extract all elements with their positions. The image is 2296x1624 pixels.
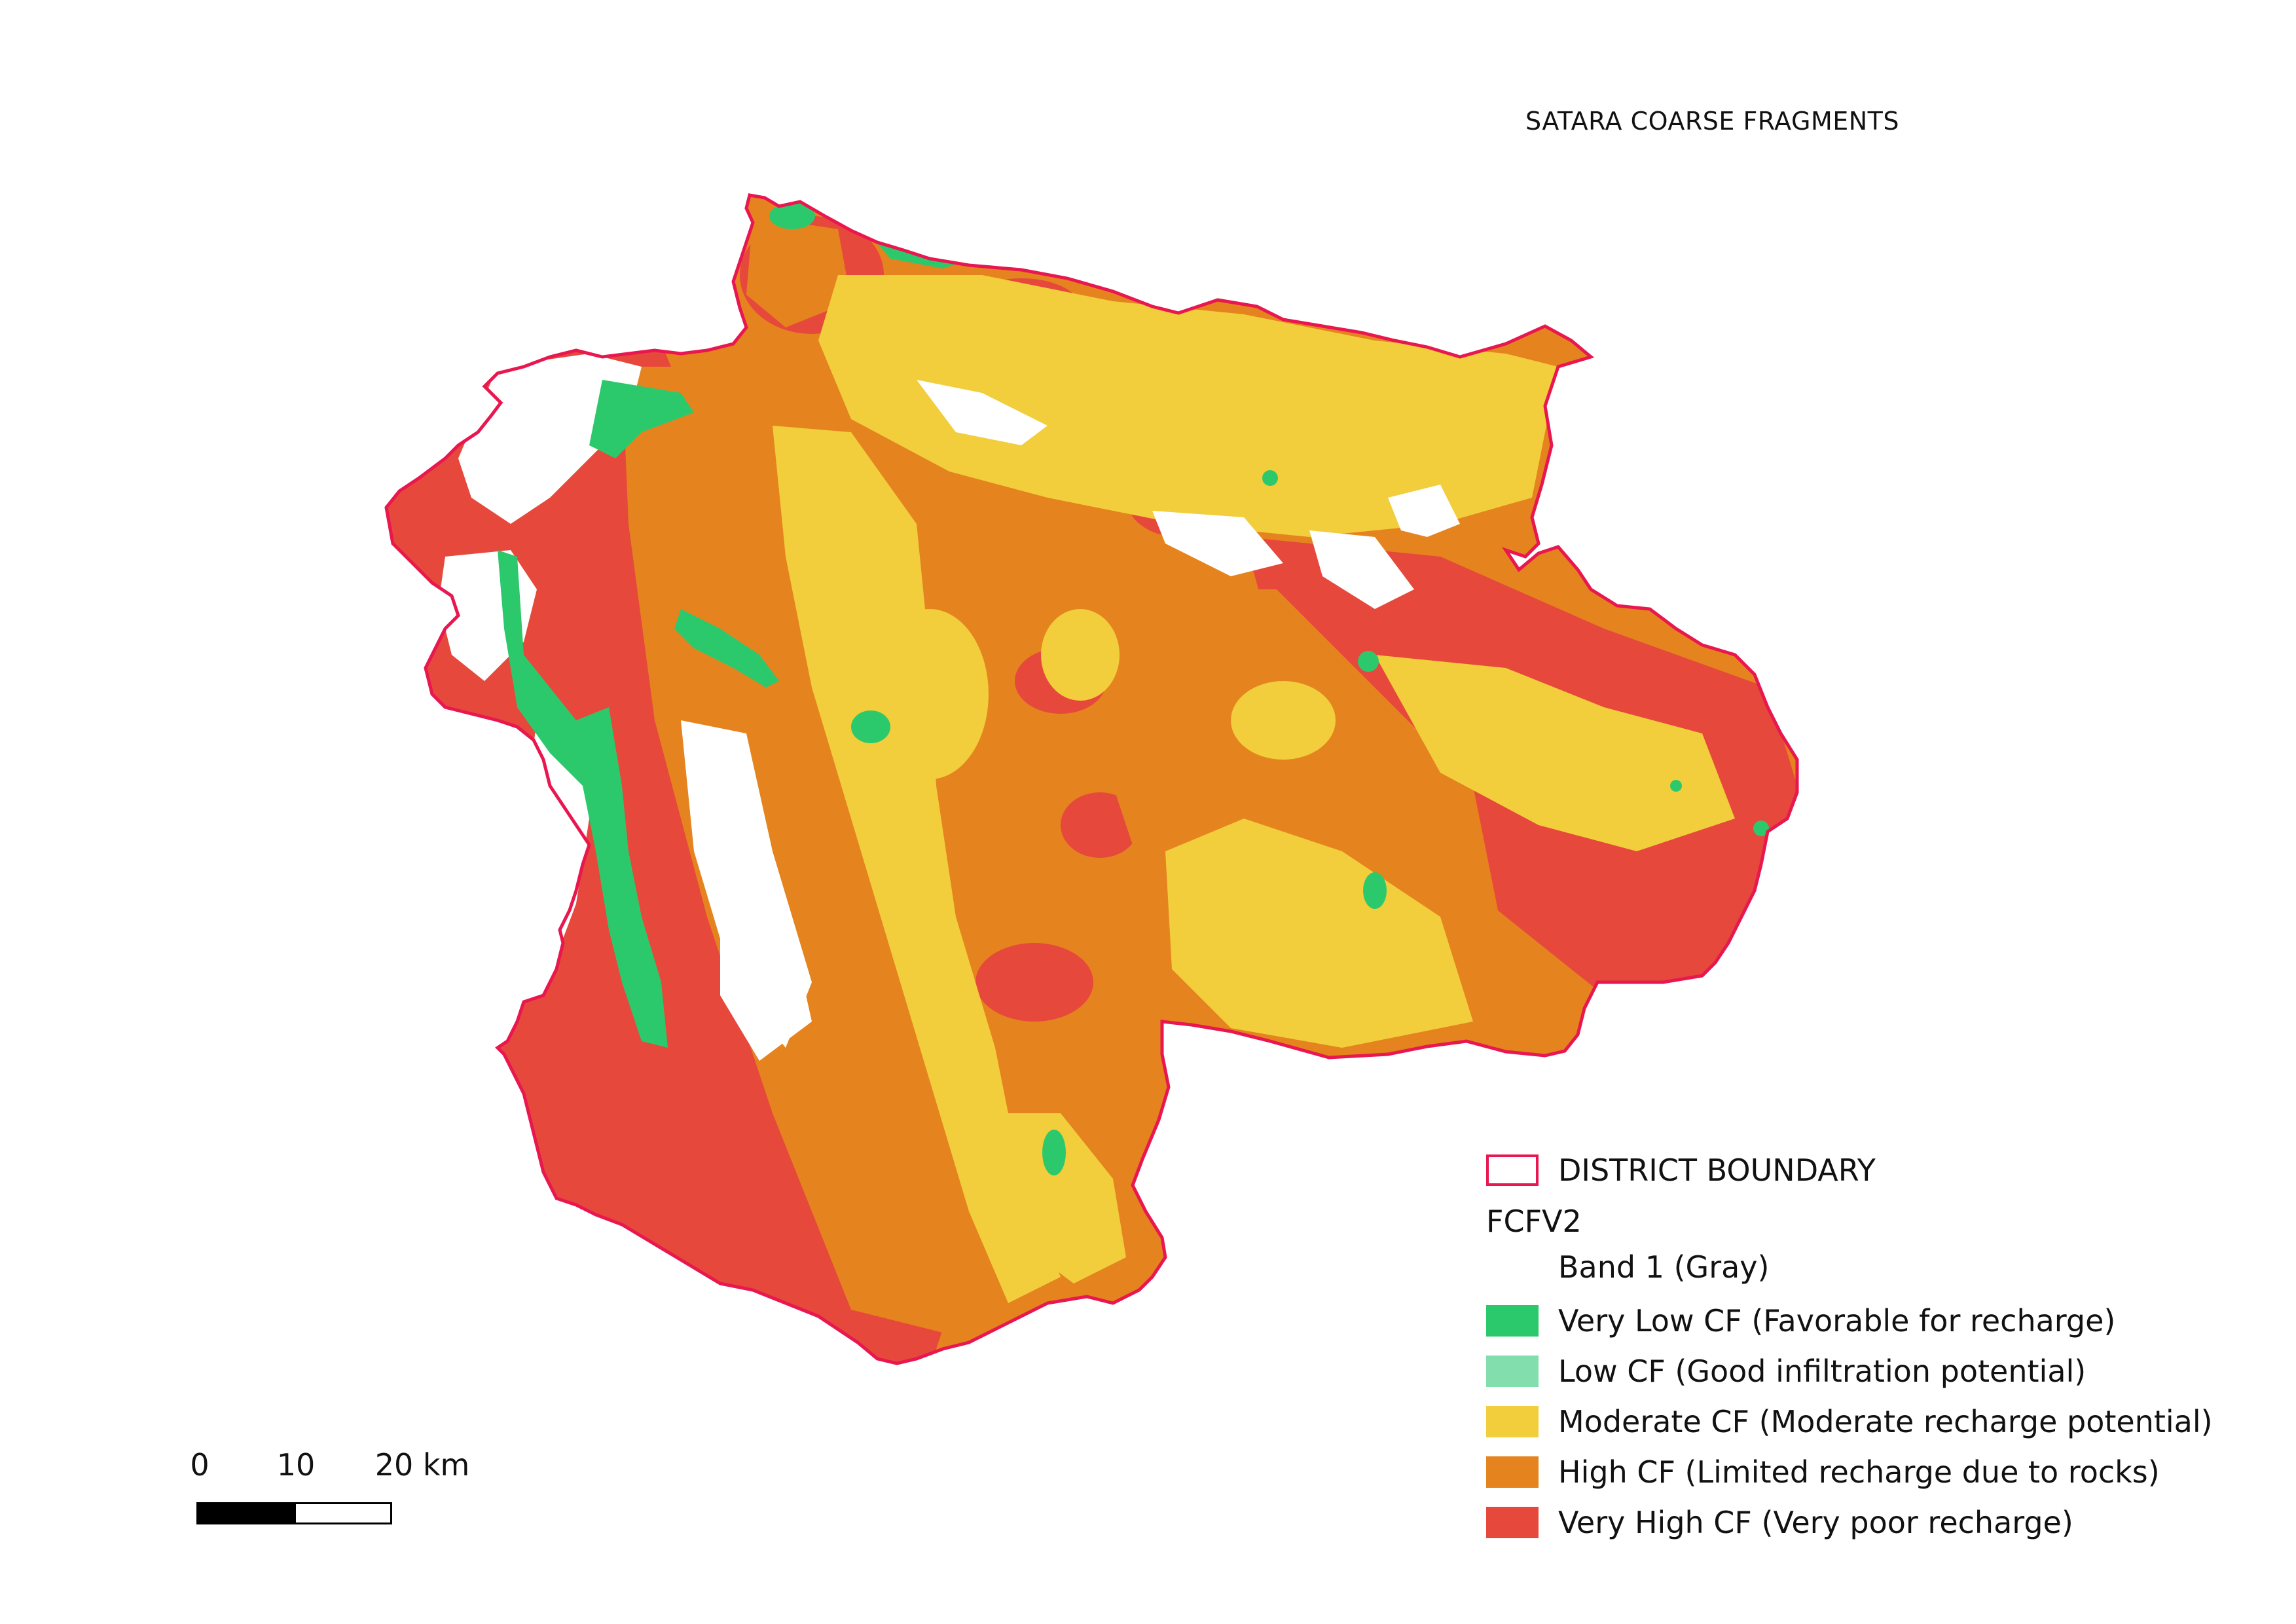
- moderate-zone-central: [773, 426, 1061, 1303]
- very-low-swatch: [1486, 1305, 1539, 1337]
- legend-boundary-label: DISTRICT BOUNDARY: [1558, 1153, 1876, 1188]
- legend-boundary-row: DISTRICT BOUNDARY: [1486, 1153, 1876, 1188]
- scale-segment-black: [196, 1502, 296, 1524]
- low-swatch: [1486, 1356, 1539, 1387]
- moderate-swatch: [1486, 1406, 1539, 1437]
- very-low-patch: [1358, 651, 1379, 672]
- scale-segment-white: [294, 1502, 392, 1524]
- no-data-patch: [720, 904, 812, 1061]
- moderate-zone-east: [1375, 655, 1735, 851]
- scale-label-20: 20 km: [374, 1447, 470, 1483]
- very-low-patch: [1262, 470, 1278, 486]
- very-low-patch: [1753, 821, 1769, 836]
- legend-band-label: Band 1 (Gray): [1558, 1249, 1770, 1285]
- very-high-patch-central: [1061, 792, 1139, 858]
- very-high-swatch: [1486, 1507, 1539, 1538]
- legend-layer-name: FCFV2: [1486, 1204, 1582, 1239]
- no-data-patch: [917, 380, 1048, 445]
- legend-class-label: Moderate CF (Moderate recharge potential…: [1558, 1404, 2213, 1439]
- district-boundary: [384, 193, 1799, 1365]
- high-swatch: [1486, 1456, 1539, 1488]
- legend-class-row: Very Low CF (Favorable for recharge): [1486, 1303, 2115, 1338]
- very-low-patch: [1363, 872, 1387, 909]
- legend-class-label: High CF (Limited recharge due to rocks): [1558, 1454, 2160, 1490]
- scale-label-10: 10: [276, 1447, 316, 1483]
- moderate-zone-southeast: [1165, 819, 1473, 1048]
- very-low-patch: [769, 203, 815, 229]
- no-data-patch: [1309, 530, 1414, 609]
- moderate-patch: [1231, 681, 1336, 760]
- moderate-zone-north: [818, 275, 1558, 537]
- very-low-reservoir: [589, 380, 694, 458]
- map-title: SATARA COARSE FRAGMENTS: [1525, 107, 1899, 136]
- no-data-patch: [1388, 485, 1460, 537]
- legend-class-row: Moderate CF (Moderate recharge potential…: [1486, 1404, 2213, 1439]
- legend-class-row: Very High CF (Very poor recharge): [1486, 1505, 2073, 1540]
- very-low-patch: [851, 710, 890, 743]
- boundary-swatch: [1486, 1154, 1539, 1186]
- coarse-fragment-zones: [386, 203, 1797, 1363]
- legend-class-row: High CF (Limited recharge due to rocks): [1486, 1454, 2160, 1490]
- very-low-stream: [674, 609, 779, 688]
- no-data-patch: [458, 354, 642, 524]
- very-high-patch-south: [975, 943, 1093, 1022]
- legend-class-label: Very High CF (Very poor recharge): [1558, 1505, 2073, 1540]
- moderate-patch: [871, 609, 989, 779]
- moderate-patch: [1041, 609, 1120, 701]
- high-zone-north: [746, 216, 851, 327]
- legend-class-row: Low CF (Good infiltration potential): [1486, 1354, 2086, 1389]
- very-low-river-koyna: [498, 550, 668, 1048]
- very-low-patch: [1670, 780, 1682, 792]
- legend-class-label: Very Low CF (Favorable for recharge): [1558, 1303, 2116, 1338]
- very-low-patch: [1042, 1130, 1066, 1175]
- scale-label-0: 0: [190, 1447, 210, 1483]
- legend-class-label: Low CF (Good infiltration potential): [1558, 1354, 2086, 1389]
- no-data-patch: [1152, 511, 1283, 576]
- moderate-zone-south: [982, 1113, 1126, 1283]
